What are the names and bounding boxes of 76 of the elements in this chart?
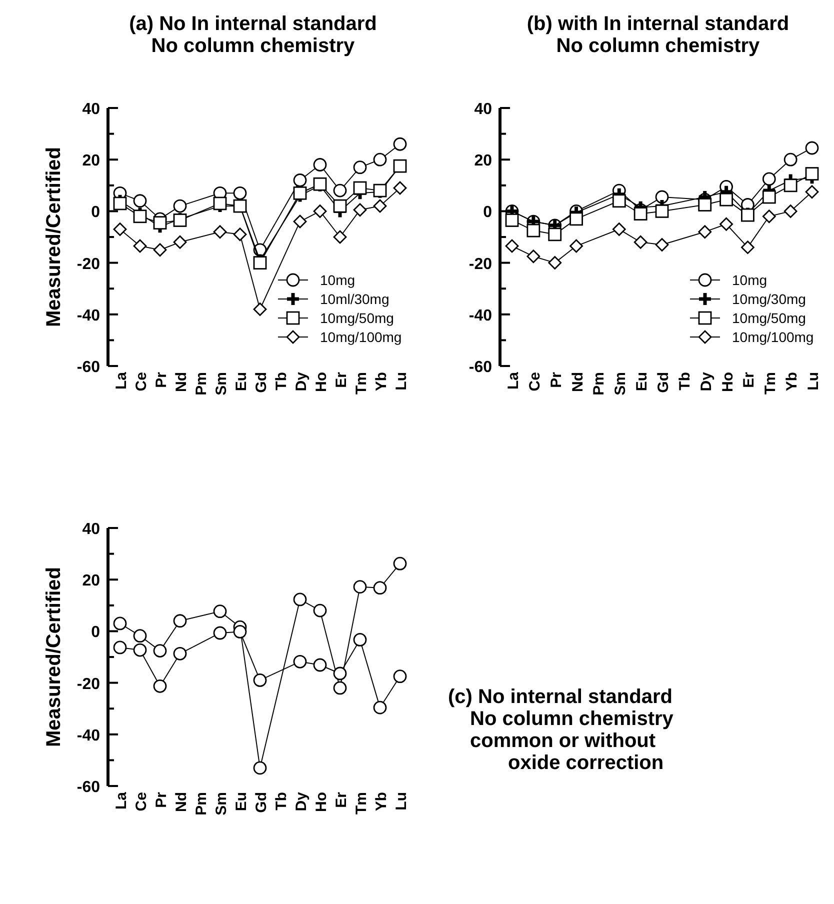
x-tick-label: Pm: [590, 372, 608, 396]
x-tick-label: Er: [740, 372, 758, 388]
y-tick-label: -40: [76, 727, 100, 744]
legend-label: 10mg/30mg: [732, 291, 806, 307]
y-tick-label: -20: [76, 676, 100, 693]
y-tick-label: -40: [76, 307, 100, 324]
x-tick-label: Pm: [193, 372, 210, 396]
y-tick-label: 40: [474, 101, 492, 118]
x-tick-label: Gd: [253, 792, 270, 813]
y-tick-label: 0: [91, 624, 100, 642]
x-tick-label: Gd: [655, 372, 672, 393]
x-tick-label: Ce: [133, 792, 150, 812]
y-tick-label: 20: [474, 152, 492, 170]
x-tick-label: Lu: [393, 372, 410, 390]
y-tick-label: 40: [82, 101, 100, 118]
x-tick-label: Ho: [719, 372, 736, 392]
x-tick-label: Sm: [213, 372, 230, 396]
x-tick-label: Eu: [634, 372, 651, 392]
y-tick-label: 0: [483, 204, 492, 222]
x-tick-label: Tb: [273, 792, 290, 810]
x-tick-label: Ho: [313, 372, 330, 392]
x-tick-label: Pm: [193, 792, 210, 816]
legend-label: 10mg/100mg: [320, 329, 402, 345]
x-tick-label: Ce: [133, 372, 150, 392]
legend-label: 10mg: [732, 272, 768, 288]
legend-label: 10mg: [320, 272, 356, 288]
x-tick-label: Tm: [353, 372, 370, 394]
y-tick-label: -60: [76, 359, 100, 376]
x-tick-label: Eu: [233, 792, 250, 812]
x-tick-label: Lu: [805, 372, 822, 390]
x-tick-label: Dy: [293, 371, 310, 392]
x-tick-label: Nd: [173, 792, 190, 812]
chart-title: (b) with In internal standard No column chemistry: [526, 13, 790, 57]
x-tick-label: Sm: [612, 372, 630, 396]
y-tick-label: 20: [82, 572, 100, 590]
x-tick-label: Ce: [526, 372, 544, 392]
x-tick-label: Yb: [373, 792, 390, 812]
x-tick-label: Dy: [698, 371, 715, 392]
y-tick-label: 0: [91, 204, 100, 222]
x-tick-label: Lu: [393, 792, 410, 810]
y-tick-label: -20: [76, 256, 100, 273]
y-axis-title: Measured/Certified: [43, 566, 65, 748]
x-tick-label: Sm: [213, 792, 230, 816]
legend-label: 10ml/30mg: [320, 291, 390, 307]
x-tick-label: Tm: [762, 372, 780, 394]
x-tick-label: Pr: [153, 372, 170, 388]
x-tick-label: La: [113, 791, 130, 810]
x-tick-label: Tb: [676, 372, 694, 390]
y-tick-label: -60: [468, 359, 492, 376]
y-tick-label: 40: [82, 521, 100, 538]
text: (c) No internal standard No column chemistry common or without oxide correction: [448, 686, 674, 774]
x-tick-label: Eu: [233, 372, 250, 392]
x-tick-label: Er: [333, 792, 350, 808]
x-tick-label: Nd: [173, 372, 190, 392]
legend-label: 10mg/100mg: [732, 329, 814, 345]
y-axis-title: Measured/Certified: [43, 146, 65, 328]
legend-label: 10mg/50mg: [320, 310, 394, 326]
x-tick-label: Tb: [273, 372, 290, 390]
x-tick-label: Yb: [784, 372, 801, 392]
x-tick-label: Nd: [569, 372, 586, 392]
y-tick-label: -20: [468, 256, 492, 273]
chart-title: (a) No In internal standard No column chemistry: [129, 13, 377, 57]
x-tick-label: Dy: [293, 791, 310, 812]
x-tick-label: Yb: [373, 372, 390, 392]
x-tick-label: Tm: [353, 792, 370, 814]
y-tick-label: -40: [468, 307, 492, 324]
x-tick-label: La: [505, 371, 522, 390]
x-tick-label: Er: [333, 372, 350, 388]
x-tick-label: La: [113, 371, 130, 390]
x-tick-label: Pr: [153, 792, 170, 808]
y-tick-label: 20: [82, 152, 100, 170]
x-tick-label: Ho: [313, 792, 330, 812]
y-tick-label: -60: [76, 779, 100, 796]
legend-label: 10mg/50mg: [732, 310, 806, 326]
x-tick-label: Gd: [253, 372, 270, 393]
x-tick-label: Pr: [548, 372, 565, 388]
